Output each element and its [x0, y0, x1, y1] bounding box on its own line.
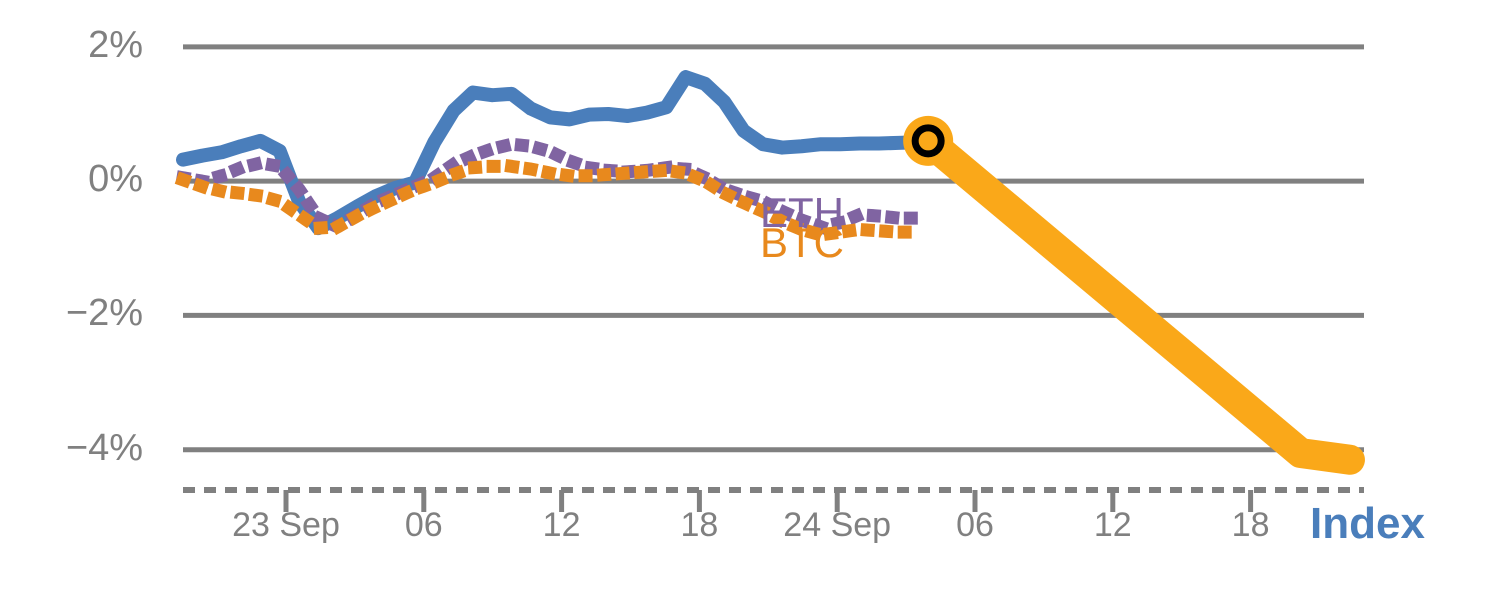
- series-label-eth: ETH: [760, 189, 844, 236]
- series-label-btc: BTC: [760, 219, 844, 266]
- series-path-btc: [174, 159, 925, 242]
- y-tick-label-3: −4%: [65, 426, 143, 469]
- x-tick-label-2: 12: [542, 506, 581, 544]
- x-tick-label-6: 12: [1093, 506, 1132, 544]
- x-tick-label-3: 18: [680, 506, 719, 544]
- y-tick-label-1: 0%: [88, 158, 143, 201]
- gridlines: [183, 44, 1364, 453]
- x-tick-label-5: 06: [956, 506, 994, 544]
- x-tick-label-4: 24 Sep: [783, 506, 892, 544]
- x-tick-label-1: 06: [404, 506, 443, 544]
- x-axis-title: Index: [1310, 499, 1425, 548]
- series-lines: [174, 70, 1365, 475]
- series-path-projection: [913, 125, 1365, 475]
- y-tick-label-0: 2%: [88, 23, 143, 66]
- marker-ring: [911, 124, 945, 158]
- x-axis: [183, 487, 1364, 512]
- endpoint-marker: [903, 115, 954, 166]
- x-tick-label-7: 18: [1231, 506, 1270, 544]
- x-tick-label-0: 23 Sep: [232, 506, 340, 544]
- y-tick-label-2: −2%: [65, 292, 143, 335]
